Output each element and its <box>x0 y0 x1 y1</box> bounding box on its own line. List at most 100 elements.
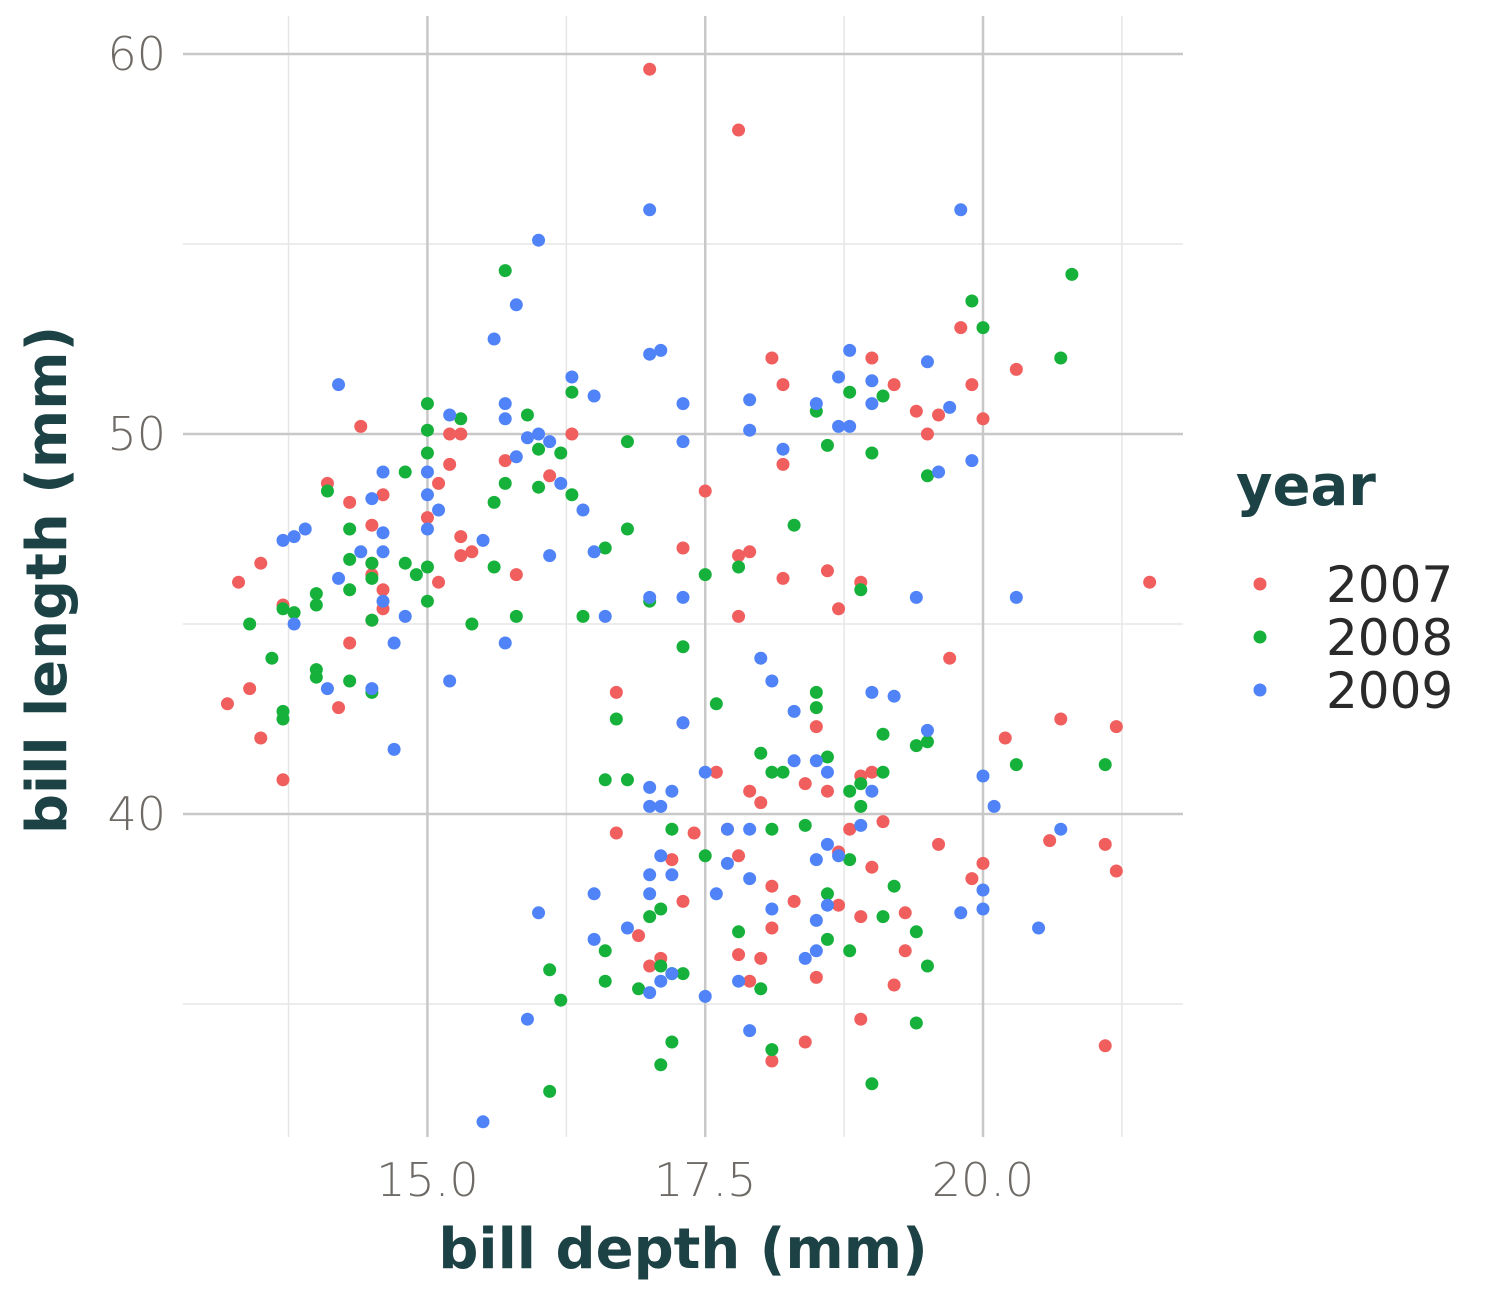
data-point-2008 <box>865 1077 879 1091</box>
data-point-2008 <box>620 773 634 787</box>
data-point-2007 <box>465 545 479 559</box>
data-point-2009 <box>509 298 523 312</box>
data-point-2009 <box>587 545 601 559</box>
data-point-2008 <box>420 423 434 437</box>
y-axis-tick-labels: 40 50 60 <box>107 27 166 841</box>
data-point-2007 <box>1109 864 1123 878</box>
data-point-2007 <box>932 408 946 422</box>
data-point-2009 <box>498 412 512 426</box>
data-point-2008 <box>854 799 868 813</box>
data-point-2009 <box>665 868 679 882</box>
data-point-2009 <box>576 503 590 517</box>
data-point-2009 <box>532 427 546 441</box>
data-point-2007 <box>854 1012 868 1026</box>
data-point-2009 <box>965 454 979 468</box>
data-point-2009 <box>532 906 546 920</box>
data-point-2007 <box>798 777 812 791</box>
data-point-2008 <box>532 442 546 456</box>
data-point-2008 <box>643 910 657 924</box>
data-point-2009 <box>709 887 723 901</box>
data-point-2008 <box>520 408 534 422</box>
data-point-2007 <box>332 701 346 715</box>
data-point-2008 <box>309 587 323 601</box>
data-point-2008 <box>820 750 834 764</box>
data-point-2007 <box>443 457 457 471</box>
data-point-2009 <box>298 522 312 536</box>
data-point-2009 <box>487 332 501 346</box>
data-point-2008 <box>365 571 379 585</box>
data-point-2009 <box>809 754 823 768</box>
data-point-2009 <box>1054 822 1068 836</box>
data-point-2009 <box>532 233 546 247</box>
x-tick-label: 15.0 <box>376 1153 478 1207</box>
data-point-2009 <box>698 765 712 779</box>
data-point-2007 <box>732 123 746 137</box>
data-point-2008 <box>709 697 723 711</box>
data-point-2009 <box>832 370 846 384</box>
data-point-2007 <box>876 815 890 829</box>
data-point-2009 <box>676 435 690 449</box>
data-point-2007 <box>420 511 434 525</box>
data-point-2008 <box>454 412 468 426</box>
data-point-2009 <box>743 423 757 437</box>
data-point-2009 <box>376 545 390 559</box>
data-point-2009 <box>587 887 601 901</box>
data-point-2008 <box>854 583 868 597</box>
data-point-2009 <box>643 799 657 813</box>
data-point-2008 <box>309 670 323 684</box>
data-point-2008 <box>532 480 546 494</box>
data-point-2009 <box>654 343 668 357</box>
data-point-2008 <box>543 963 557 977</box>
data-point-2008 <box>843 385 857 399</box>
data-point-2007 <box>765 879 779 893</box>
data-point-2008 <box>887 879 901 893</box>
data-point-2007 <box>1009 362 1023 376</box>
data-point-2008 <box>498 264 512 278</box>
data-point-2009 <box>976 902 990 916</box>
data-point-2007 <box>276 773 290 787</box>
data-point-2007 <box>643 62 657 76</box>
y-tick-label: 60 <box>107 27 166 81</box>
data-point-2009 <box>643 590 657 604</box>
data-point-2007 <box>254 731 268 745</box>
data-point-2009 <box>432 503 446 517</box>
data-point-2008 <box>598 944 612 958</box>
data-point-2009 <box>920 355 934 369</box>
data-point-2009 <box>809 944 823 958</box>
data-point-2007 <box>932 837 946 851</box>
data-point-2008 <box>1054 351 1068 365</box>
data-point-2008 <box>343 522 357 536</box>
x-tick-label: 20.0 <box>932 1153 1034 1207</box>
data-point-2008 <box>820 932 834 946</box>
data-point-2007 <box>609 685 623 699</box>
data-point-2008 <box>876 389 890 403</box>
data-point-2009 <box>498 397 512 411</box>
legend-title: year <box>1236 454 1376 519</box>
data-point-2007 <box>887 378 901 392</box>
data-point-2009 <box>787 754 801 768</box>
data-point-2009 <box>643 986 657 1000</box>
data-point-2008 <box>287 606 301 620</box>
data-point-2007 <box>754 951 768 965</box>
data-point-2008 <box>876 765 890 779</box>
data-point-2008 <box>509 609 523 623</box>
data-point-2007 <box>976 856 990 870</box>
data-point-2007 <box>432 476 446 490</box>
data-point-2008 <box>420 446 434 460</box>
data-point-2009 <box>365 682 379 696</box>
data-point-2009 <box>665 784 679 798</box>
data-point-2007 <box>809 970 823 984</box>
data-point-2009 <box>620 921 634 935</box>
data-point-2007 <box>865 351 879 365</box>
data-point-2008 <box>765 822 779 836</box>
data-point-2009 <box>743 872 757 886</box>
legend-key-2008 <box>1253 630 1267 644</box>
data-point-2007 <box>354 419 368 433</box>
data-point-2007 <box>732 849 746 863</box>
data-point-2007 <box>809 720 823 734</box>
data-point-2009 <box>643 868 657 882</box>
data-point-2009 <box>865 374 879 388</box>
data-point-2007 <box>243 682 257 696</box>
